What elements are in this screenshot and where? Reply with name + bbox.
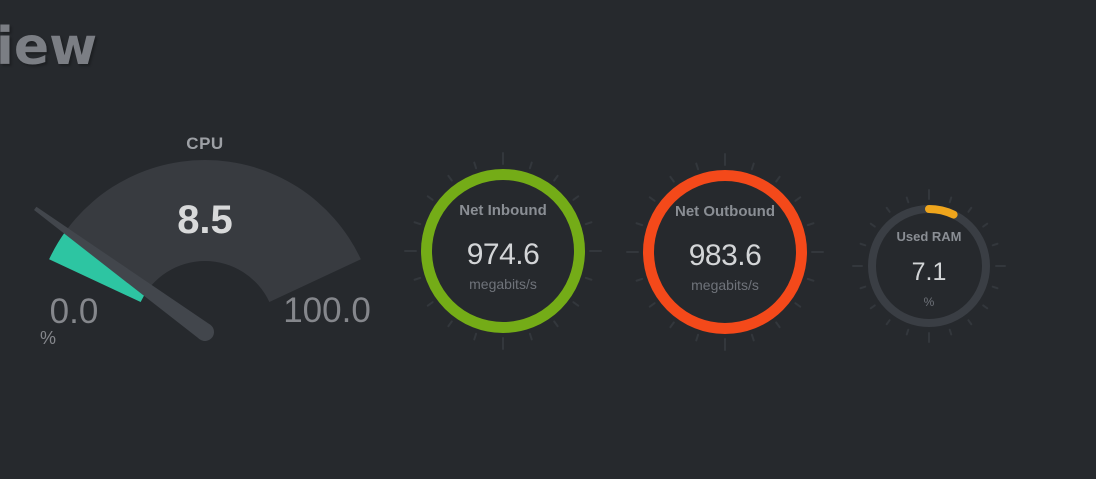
ring-tick	[724, 153, 726, 166]
net-inbound-ring-icon	[421, 169, 585, 333]
cpu-gauge-panel[interactable]: CPU 8.5 0.0 100.0 %	[0, 120, 410, 370]
net-outbound-ring	[643, 170, 807, 334]
used-ram-ring-icon	[868, 205, 990, 327]
used-ram-arc	[925, 205, 958, 219]
net-outbound-ring-icon	[643, 170, 807, 334]
cpu-panel-title: CPU	[186, 134, 224, 153]
used-ram-value: 7.1	[911, 258, 947, 286]
cpu-min-label: 0.0	[49, 292, 99, 331]
net-inbound-panel[interactable]: Net Inbound 974.6 megabits/s	[403, 151, 603, 351]
net-inbound-title: Net Inbound	[459, 202, 547, 219]
ring-tick	[928, 189, 930, 200]
net-outbound-value: 983.6	[688, 239, 762, 272]
used-ram-unit: %	[923, 295, 935, 309]
cpu-gauge-icon	[34, 160, 361, 341]
cpu-gauge-track	[49, 160, 361, 302]
net-outbound-panel[interactable]: Net Outbound 983.6 megabits/s	[625, 152, 825, 352]
net-inbound-unit: megabits/s	[469, 276, 537, 292]
net-outbound-unit: megabits/s	[691, 277, 759, 293]
cpu-value: 8.5	[177, 198, 233, 242]
cpu-unit-label: %	[39, 328, 56, 348]
net-inbound-value: 974.6	[466, 238, 540, 271]
net-outbound-title: Net Outbound	[675, 203, 775, 220]
page-title: iew	[0, 16, 98, 77]
ring-tick	[502, 152, 504, 165]
cpu-gauge-fill	[49, 230, 148, 302]
cpu-gauge-needle-icon	[34, 206, 214, 341]
cpu-max-label: 100.0	[283, 291, 371, 330]
net-inbound-ring	[421, 169, 585, 333]
used-ram-panel[interactable]: Used RAM 7.1 %	[849, 186, 1009, 346]
used-ram-title: Used RAM	[896, 229, 962, 244]
